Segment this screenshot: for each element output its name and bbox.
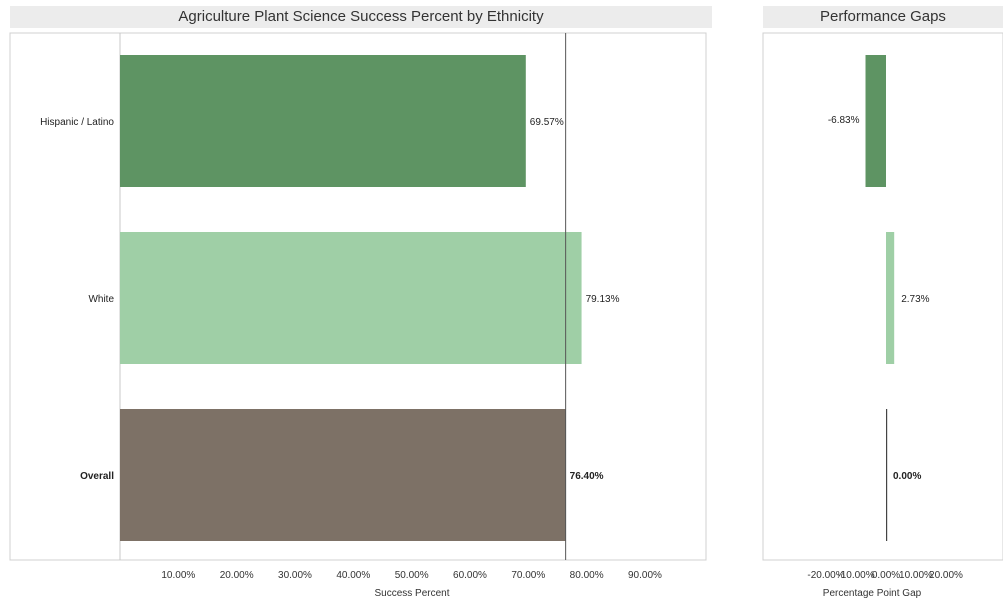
- gap-value-label-2: 0.00%: [893, 471, 921, 482]
- main-x-tick-6: 70.00%: [511, 570, 545, 581]
- gap-x-axis-title: Percentage Point Gap: [823, 588, 922, 599]
- gap-x-tick-3: 10.00%: [899, 570, 933, 581]
- main-chart-title: Agriculture Plant Science Success Percen…: [10, 6, 712, 28]
- gap-bar-1: [886, 232, 895, 364]
- main-bar-2: [120, 409, 566, 541]
- main-x-tick-2: 30.00%: [278, 570, 312, 581]
- main-value-label-1: 79.13%: [586, 294, 620, 305]
- main-x-tick-3: 40.00%: [336, 570, 370, 581]
- gap-x-tick-2: 0.00%: [872, 570, 900, 581]
- main-category-label-2: Overall: [80, 471, 114, 482]
- main-x-axis-title: Success Percent: [374, 588, 449, 599]
- gap-chart-title: Performance Gaps: [763, 6, 1003, 28]
- main-value-label-2: 76.40%: [570, 471, 604, 482]
- main-bar-0: [120, 55, 526, 187]
- main-bar-1: [120, 232, 582, 364]
- main-x-tick-4: 50.00%: [395, 570, 429, 581]
- gap-bar-2: [886, 409, 888, 541]
- main-panel-frame: [9, 32, 707, 561]
- main-value-label-0: 69.57%: [530, 117, 564, 128]
- gap-value-label-0: -6.83%: [828, 115, 860, 126]
- main-x-tick-8: 90.00%: [628, 570, 662, 581]
- main-x-tick-7: 80.00%: [570, 570, 604, 581]
- main-category-label-0: Hispanic / Latino: [40, 117, 114, 128]
- gap-value-label-1: 2.73%: [901, 294, 929, 305]
- gap-x-tick-4: 20.00%: [929, 570, 963, 581]
- main-x-tick-5: 60.00%: [453, 570, 487, 581]
- main-category-label-1: White: [88, 294, 114, 305]
- main-x-tick-1: 20.00%: [220, 570, 254, 581]
- gap-x-tick-1: -10.00%: [837, 570, 874, 581]
- gap-panel-frame: [762, 32, 1003, 561]
- gap-x-tick-0: -20.00%: [807, 570, 844, 581]
- gap-bar-0: [865, 55, 886, 187]
- main-x-tick-0: 10.00%: [161, 570, 195, 581]
